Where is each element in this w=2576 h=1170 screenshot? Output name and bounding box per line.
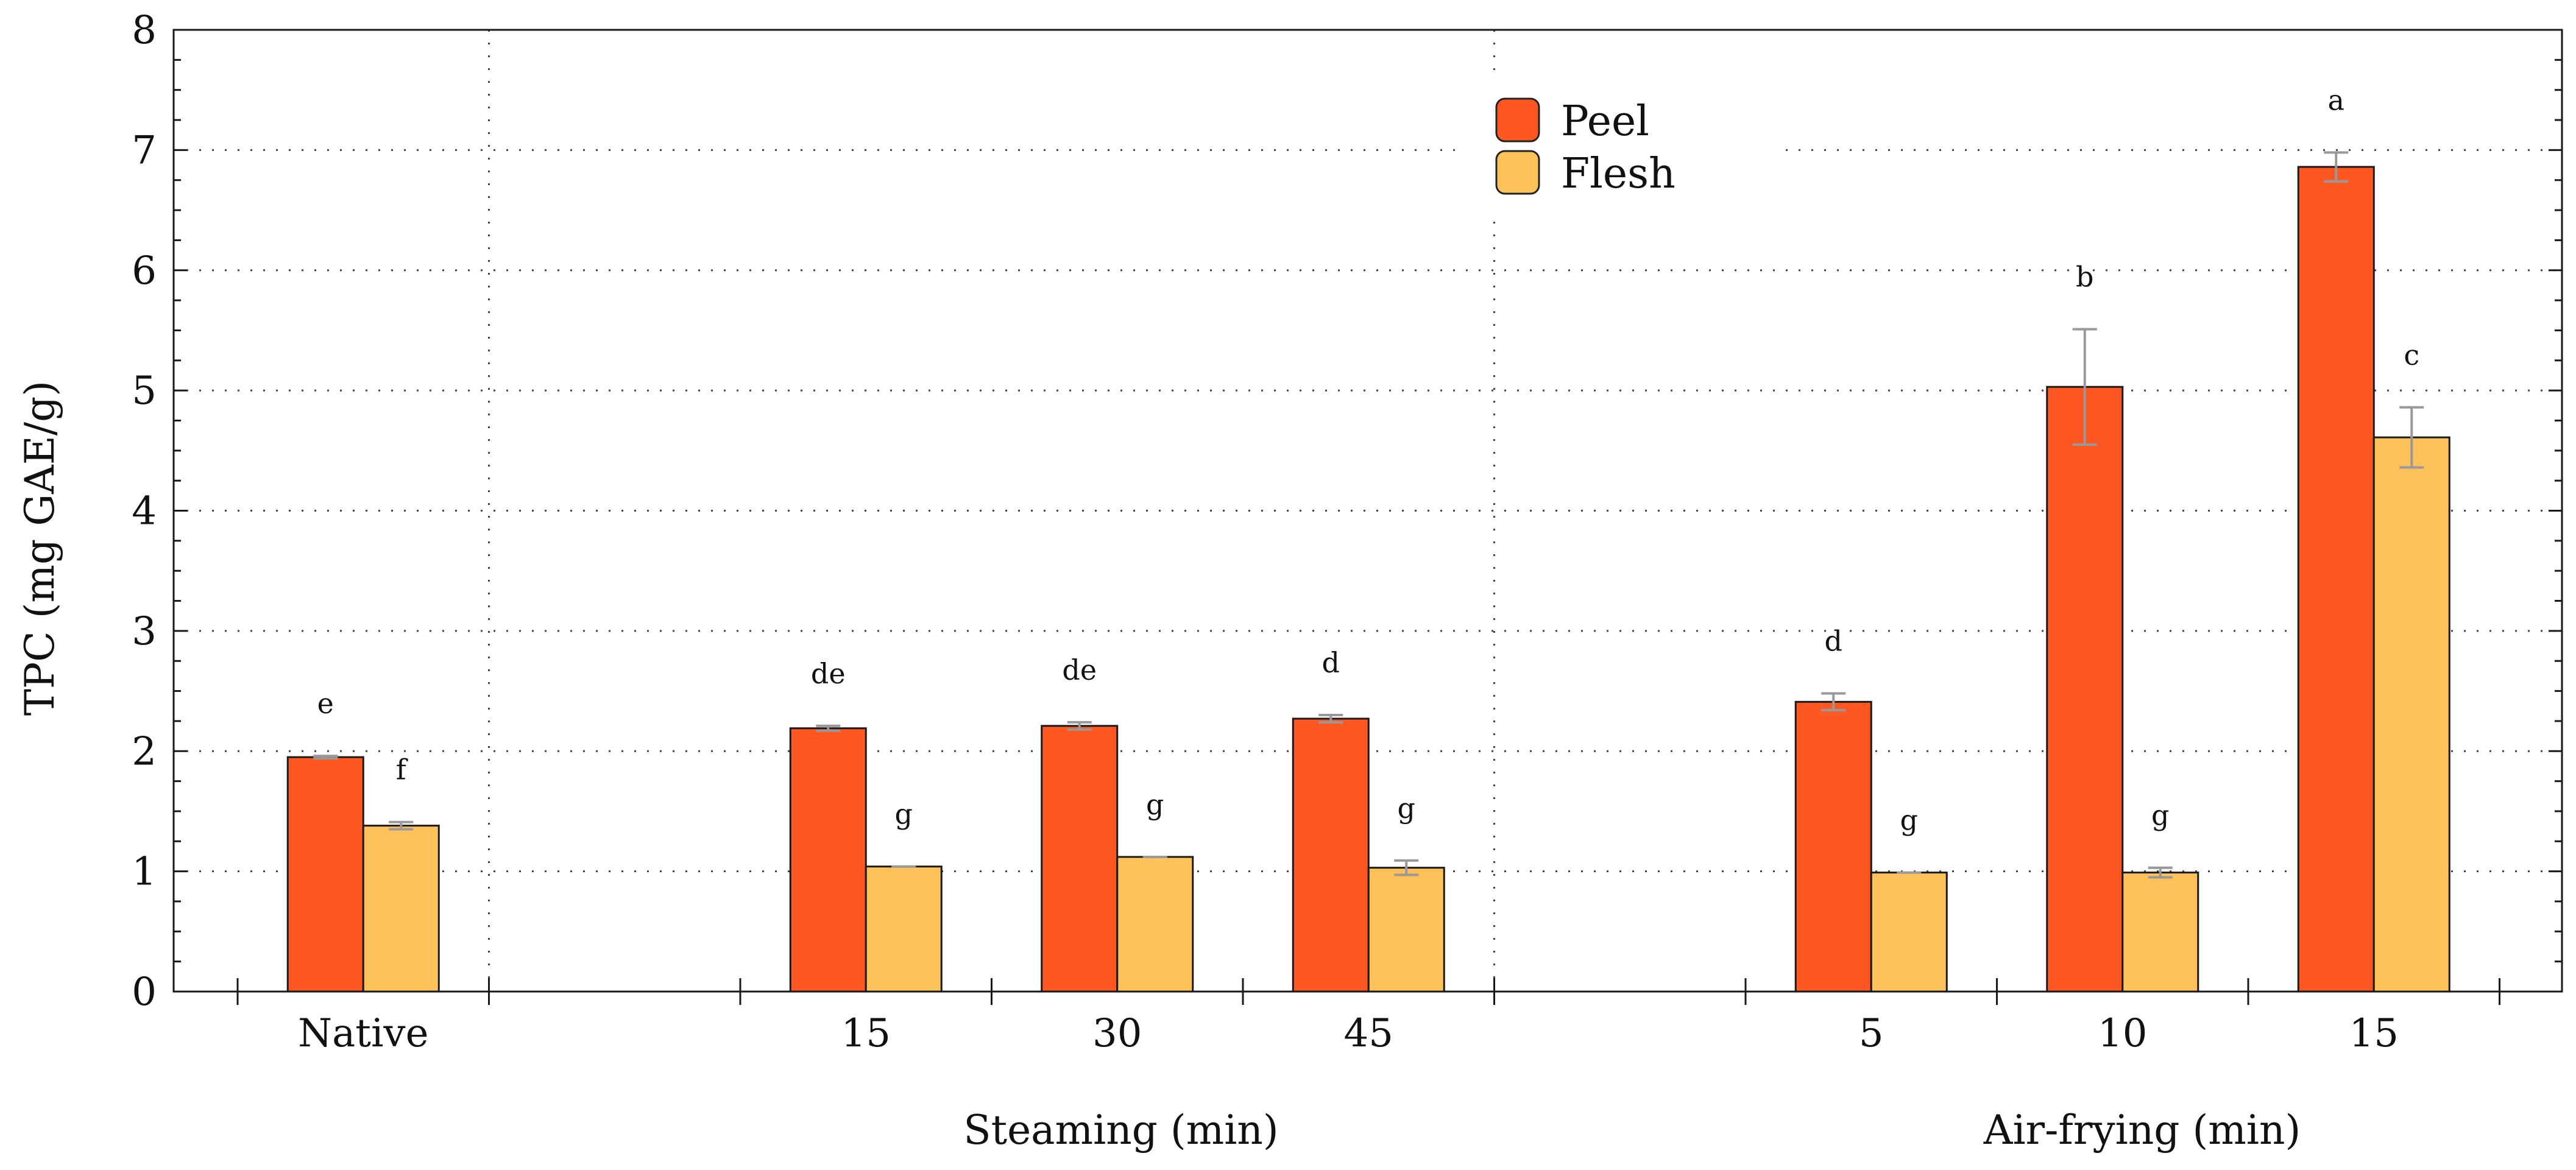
significance-letter-peel-1: de [811,657,846,690]
significance-letter-flesh-3: g [1398,792,1415,825]
bar-peel-5 [2046,386,2124,993]
x-tick-label-6: 15 [2349,1011,2399,1056]
significance-letter-peel-0: e [317,687,334,720]
group-label-steaming: Steaming (min) [963,1107,1278,1154]
bar-peel-1 [789,727,867,993]
x-tick-label-1: 15 [841,1011,891,1056]
bar-peel-0 [286,756,364,993]
bar-peel-6 [2297,166,2375,993]
y-tick-label-2: 2 [132,729,157,774]
bar-peel-3 [1292,717,1370,993]
significance-letter-peel-4: d [1825,625,1842,658]
bars-layer [286,151,2450,993]
x-tick-label-0: Native [298,1011,428,1056]
legend-swatch-peel [1495,97,1540,143]
axes-layer [172,29,2563,1005]
bar-peel-2 [1041,725,1119,993]
y-tick-label-1: 1 [132,850,157,895]
significance-letter-flesh-6: c [2404,339,2419,372]
significance-letter-peel-2: de [1062,654,1097,686]
labels-layer: efNativedeg15deg30dg45dg5bg10ac150123456… [132,8,2419,1056]
y-tick-label-8: 8 [132,8,157,53]
bar-flesh-1 [865,865,943,993]
significance-letter-flesh-0: f [396,753,408,786]
significance-letter-flesh-5: g [2151,799,2169,832]
significance-letter-flesh-2: g [1146,788,1164,821]
legend: Peel Flesh [1462,79,1779,213]
y-tick-label-5: 5 [132,368,157,414]
significance-letter-flesh-1: g [895,798,913,831]
bar-peel-4 [1794,700,1872,993]
y-tick-label-7: 7 [132,128,157,173]
significance-letter-peel-5: b [2076,260,2093,293]
significance-letter-flesh-4: g [1900,804,1918,837]
y-tick-label-0: 0 [132,970,157,1015]
bar-flesh-5 [2121,872,2199,993]
bar-flesh-4 [1870,872,1948,993]
bar-flesh-6 [2373,436,2450,993]
bar-flesh-3 [1367,867,1445,993]
y-tick-label-6: 6 [132,248,157,294]
grid-layer [174,30,2562,992]
x-tick-label-2: 30 [1092,1011,1142,1056]
significance-letter-peel-6: a [2328,83,2344,116]
x-tick-label-5: 10 [2098,1011,2147,1056]
y-tick-label-4: 4 [132,489,157,534]
y-tick-label-3: 3 [132,609,157,654]
legend-label-peel: Peel [1561,97,1649,146]
bar-flesh-2 [1116,856,1194,993]
legend-label-flesh: Flesh [1561,150,1675,198]
y-axis-label: TPC (mg GAE/g) [16,381,63,716]
x-tick-label-4: 5 [1859,1011,1884,1056]
bar-flesh-0 [362,825,440,993]
legend-swatch-flesh [1495,150,1540,195]
group-label-air-frying: Air-frying (min) [1983,1107,2301,1154]
significance-letter-peel-3: d [1322,646,1340,679]
x-tick-label-3: 45 [1344,1011,1393,1056]
